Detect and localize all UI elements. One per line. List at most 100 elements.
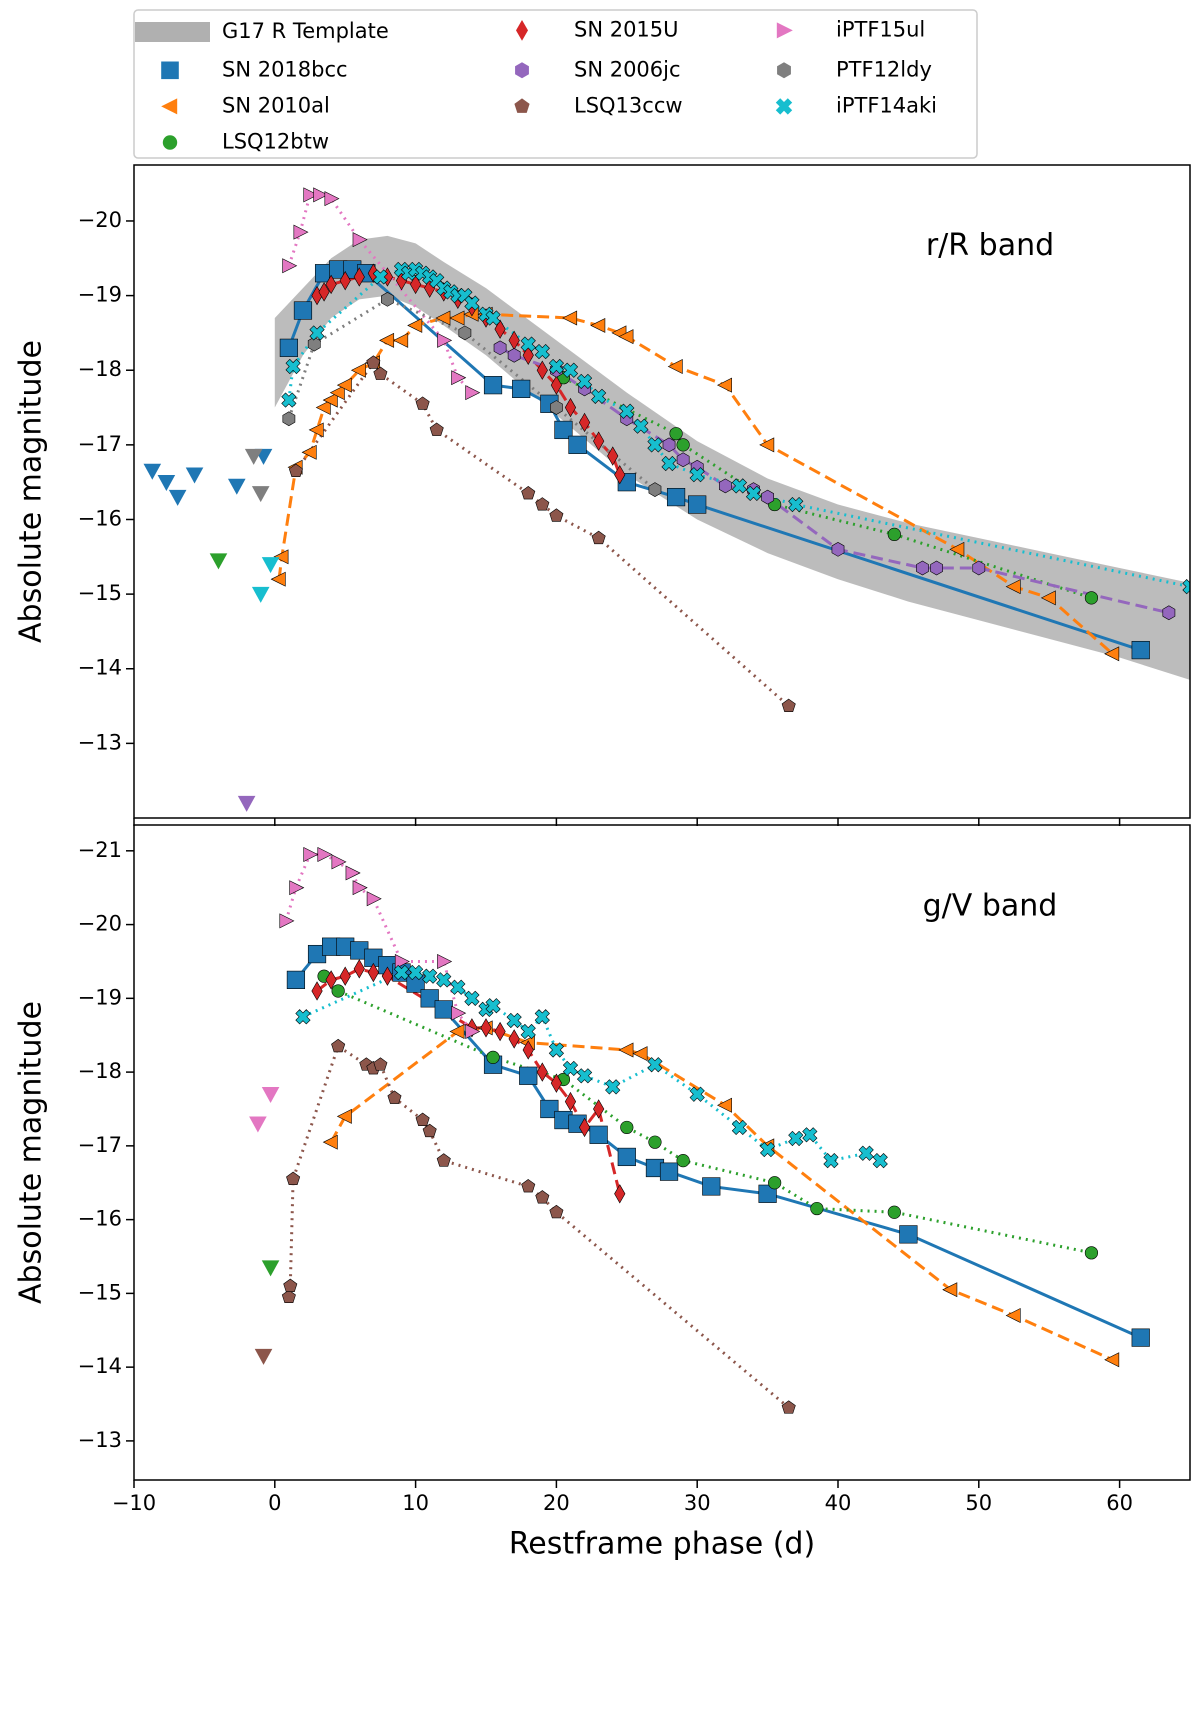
marker <box>745 485 762 501</box>
marker <box>251 586 270 603</box>
x-tick-label: 10 <box>402 1491 429 1515</box>
marker <box>564 397 577 418</box>
marker <box>288 463 303 477</box>
y-axis-label: Absolute magnitude <box>14 1001 49 1304</box>
marker <box>227 478 246 495</box>
marker <box>810 1201 824 1216</box>
marker <box>605 1079 621 1095</box>
marker <box>781 698 796 713</box>
marker <box>315 400 331 416</box>
marker <box>669 427 683 441</box>
marker <box>415 396 430 410</box>
legend-label: SN 2015U <box>574 17 679 41</box>
marker <box>550 1073 562 1093</box>
marker <box>366 355 381 369</box>
y-tick-label: −21 <box>78 838 122 862</box>
marker <box>590 317 606 333</box>
x-axis-label: Restframe phase (d) <box>509 1527 815 1562</box>
marker <box>270 571 286 587</box>
marker <box>293 224 309 240</box>
marker <box>949 541 965 557</box>
marker <box>387 1090 402 1104</box>
marker <box>209 553 228 570</box>
legend-marker <box>161 98 178 115</box>
marker <box>1104 1352 1120 1368</box>
x-tick-label: 20 <box>543 1491 570 1515</box>
marker <box>449 1024 465 1040</box>
x-tick-label: 40 <box>825 1491 852 1515</box>
marker <box>422 968 438 984</box>
legend-marker <box>515 62 529 79</box>
legend-label: LSQ12btw <box>222 130 329 154</box>
marker <box>522 1040 534 1060</box>
y-tick-label: −20 <box>78 912 122 936</box>
marker <box>662 437 676 453</box>
marker <box>620 1120 634 1135</box>
plot-area <box>143 187 1190 812</box>
marker <box>593 1099 605 1119</box>
marker <box>1040 590 1056 606</box>
marker <box>451 370 467 386</box>
marker <box>318 282 330 302</box>
marker <box>716 377 732 393</box>
legend-swatch <box>135 22 210 42</box>
marker <box>449 310 465 326</box>
marker <box>731 1119 748 1136</box>
x-tick-label: 0 <box>268 1491 281 1515</box>
legend-marker <box>775 98 793 115</box>
y-tick-label: −13 <box>78 1428 122 1452</box>
marker <box>366 891 382 907</box>
marker <box>244 448 263 465</box>
marker <box>410 274 422 295</box>
marker <box>352 232 368 248</box>
marker <box>381 966 394 986</box>
y-tick-label: −16 <box>78 506 122 530</box>
marker <box>1162 605 1176 621</box>
y-tick-label: −20 <box>78 208 122 232</box>
marker <box>282 411 296 427</box>
marker <box>619 403 635 419</box>
marker <box>279 338 298 357</box>
marker <box>591 388 607 404</box>
legend-marker <box>162 135 178 150</box>
marker <box>480 1018 492 1038</box>
marker <box>317 847 333 862</box>
marker <box>647 437 663 453</box>
marker <box>379 332 395 348</box>
legend-marker <box>777 62 791 79</box>
marker <box>493 340 507 356</box>
marker <box>916 560 929 576</box>
y-tick-label: −14 <box>78 656 122 680</box>
marker <box>408 964 424 981</box>
marker <box>157 474 176 491</box>
marker <box>576 373 593 390</box>
marker <box>261 1260 280 1277</box>
marker <box>688 495 707 514</box>
marker <box>758 1184 777 1203</box>
marker <box>661 455 677 472</box>
marker <box>303 187 319 203</box>
marker <box>633 418 649 434</box>
y-tick-label: −19 <box>78 283 122 307</box>
series-line <box>287 1043 790 1409</box>
marker <box>534 343 550 360</box>
marker <box>185 467 204 484</box>
series-line <box>294 360 790 708</box>
marker <box>614 1184 626 1204</box>
legend-label: SN 2006jc <box>574 57 681 81</box>
marker <box>381 291 394 307</box>
marker <box>536 360 548 380</box>
marker <box>718 478 732 494</box>
marker <box>593 431 605 451</box>
marker <box>422 1123 437 1138</box>
marker <box>282 258 298 274</box>
marker <box>249 1116 267 1133</box>
x-tick-label: 60 <box>1106 1491 1133 1515</box>
marker <box>465 385 481 401</box>
marker <box>237 795 256 812</box>
marker <box>549 1204 564 1219</box>
y-tick-label: −14 <box>78 1354 122 1378</box>
marker <box>451 1005 467 1021</box>
x-tick-label: 50 <box>965 1491 992 1515</box>
marker <box>536 1062 548 1082</box>
